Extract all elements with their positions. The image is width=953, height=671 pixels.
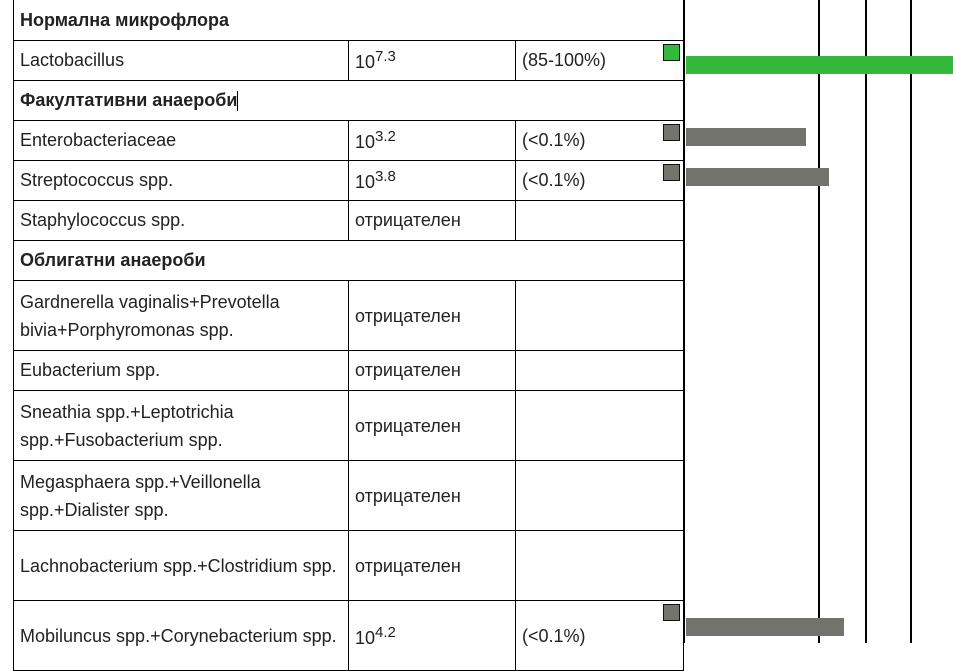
table-row: Gardnerella vaginalis+Prevotella bivia+P… [13,280,684,351]
result-value: отрицателен [355,360,461,380]
color-marker [663,124,680,141]
result-value: отрицателен [355,415,461,436]
result-value: отрицателен [355,485,461,506]
organism-name: Gardnerella vaginalis+Prevotella bivia+P… [13,280,349,351]
table-row: Staphylococcus spp. отрицателен [13,200,684,241]
table-row: Lactobacillus 107.3 (85-100%) [13,40,684,81]
section-row: Облигатни анаероби [13,240,684,281]
organism-name: Mobiluncus spp.+Corynebacterium spp. [13,600,349,671]
grid-line [818,0,820,643]
result-value: отрицателен [355,305,461,326]
bar [686,168,829,186]
bar-chart [683,0,953,643]
section-title: Облигатни анаероби [13,240,684,281]
table-row: Lachnobacterium spp.+Clostridium spp. отр… [13,530,684,601]
section-row: Факултативни анаероби [13,80,684,121]
organism-name: Eubacterium spp. [13,350,349,391]
table-row: Megasphaera spp.+Veillonella spp.+Dialis… [13,460,684,531]
table-row: Streptococcus spp. 103.8 (<0.1%) [13,160,684,201]
section-title: Нормална микрофлора [13,0,684,41]
organism-name: Megasphaera spp.+Veillonella spp.+Dialis… [13,460,349,531]
color-marker [663,604,680,621]
bar [686,56,953,74]
organism-name: Sneathia spp.+Leptotrichia spp.+Fusobact… [13,390,349,461]
percent-value: (<0.1%) [522,170,586,190]
result-value: 103.2 [355,128,396,152]
result-value: отрицателен [355,555,461,576]
bar [686,618,844,636]
table-row: Mobiluncus spp.+Corynebacterium spp. 104.… [13,600,684,671]
organism-name: Streptococcus spp. [13,160,349,201]
grid-line [910,0,912,643]
results-table: Нормална микрофлора Lactobacillus 107.3 (85… [13,0,684,671]
organism-name: Staphylococcus spp. [13,200,349,241]
organism-name: Lachnobacterium spp.+Clostridium spp. [13,530,349,601]
result-value: 103.8 [355,168,396,192]
percent-value: (85-100%) [522,50,607,70]
result-value: отрицателен [355,210,461,230]
text-cursor [237,91,239,112]
table-row: Eubacterium spp. отрицателен [13,350,684,391]
grid-line [865,0,867,643]
percent-value: (<0.1%) [522,625,586,646]
table-row: Sneathia spp.+Leptotrichia spp.+Fusobact… [13,390,684,461]
bar [686,128,806,146]
organism-name: Enterobacteriaceae [13,120,349,161]
organism-name: Lactobacillus [13,40,349,81]
color-marker [663,44,680,61]
table-row: Enterobacteriaceae 103.2 (<0.1%) [13,120,684,161]
color-marker [663,164,680,181]
result-value: 104.2 [355,624,396,648]
section-title: Факултативни анаероби [13,80,684,121]
result-value: 107.3 [355,48,396,72]
percent-value: (<0.1%) [522,130,586,150]
section-row: Нормална микрофлора [13,0,684,41]
